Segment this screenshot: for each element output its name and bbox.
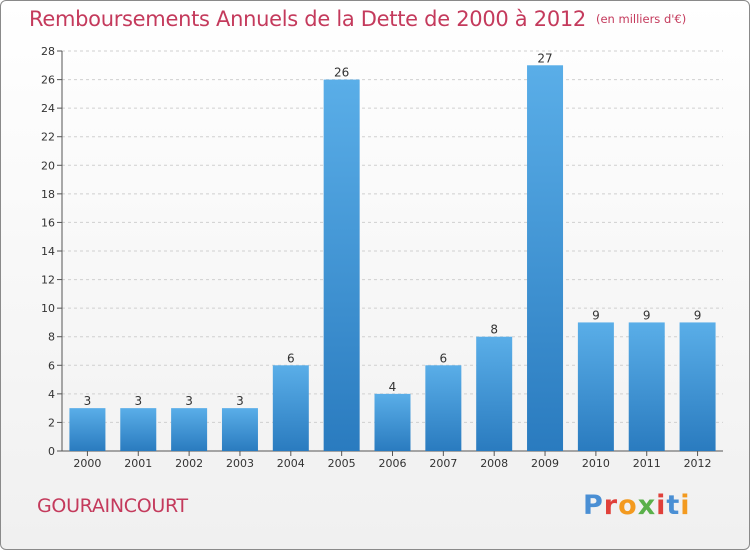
x-tick-label: 2002 (175, 457, 203, 470)
bar-2009 (527, 65, 564, 452)
y-tick-label: 4 (48, 388, 55, 401)
y-tick-label: 14 (41, 245, 55, 258)
chart-unit: (en milliers d'€) (596, 12, 687, 26)
y-tick-label: 18 (41, 188, 55, 201)
y-tick-label: 16 (41, 216, 55, 229)
proxiti-logo: Proxiti (583, 490, 691, 521)
bar-2002 (171, 408, 208, 451)
data-label-2009: 27 (537, 51, 552, 65)
chart-title: Remboursements Annuels de la Dette de 20… (29, 7, 586, 31)
bar-2005 (323, 79, 360, 452)
logo-letter: P (583, 490, 604, 521)
x-tick-label: 2012 (684, 457, 712, 470)
bar-2001 (120, 408, 157, 451)
data-label-2001: 3 (134, 394, 142, 408)
bar-2008 (476, 336, 513, 451)
x-tick-label: 2001 (124, 457, 152, 470)
y-tick-label: 24 (41, 102, 55, 115)
data-label-2004: 6 (287, 351, 295, 365)
data-label-2005: 26 (334, 66, 349, 80)
x-tick-label: 2006 (379, 457, 407, 470)
y-tick-label: 2 (48, 416, 55, 429)
bar-2006 (374, 393, 411, 451)
y-tick-label: 28 (41, 45, 55, 58)
data-label-2003: 3 (236, 394, 244, 408)
x-tick-label: 2005 (328, 457, 356, 470)
data-label-2012: 9 (694, 308, 702, 322)
commune-name: GOURAINCOURT (37, 495, 188, 517)
bar-2003 (221, 408, 258, 451)
logo-letter: t (666, 490, 681, 521)
y-tick-label: 10 (41, 302, 55, 315)
y-tick-label: 0 (48, 445, 55, 458)
x-tick-label: 2009 (531, 457, 559, 470)
y-tick-label: 22 (41, 131, 55, 144)
y-tick-label: 12 (41, 274, 55, 287)
logo-letter: o (618, 490, 638, 521)
data-label-2007: 6 (440, 351, 448, 365)
data-label-2006: 4 (389, 380, 397, 394)
data-label-2011: 9 (643, 308, 651, 322)
x-tick-label: 2010 (582, 457, 610, 470)
x-tick-label: 2004 (277, 457, 305, 470)
bar-2007 (425, 365, 462, 451)
logo-letter: i (656, 490, 667, 521)
data-label-2002: 3 (185, 394, 193, 408)
chart-header: Remboursements Annuels de la Dette de 20… (29, 7, 686, 31)
y-tick-label: 6 (48, 359, 55, 372)
bar-2000 (69, 408, 106, 451)
data-label-2008: 8 (490, 323, 498, 337)
bar-2011 (628, 322, 665, 451)
logo-letter: r (603, 490, 619, 521)
x-tick-label: 2011 (633, 457, 661, 470)
logo-letter: i (680, 490, 691, 521)
y-tick-label: 26 (41, 74, 55, 87)
bar-2010 (577, 322, 614, 451)
logo-letter: x (637, 490, 657, 521)
x-tick-label: 2000 (73, 457, 101, 470)
bar-2004 (272, 365, 309, 451)
data-label-2000: 3 (84, 394, 92, 408)
x-tick-label: 2003 (226, 457, 254, 470)
x-tick-label: 2008 (480, 457, 508, 470)
bars (69, 65, 716, 452)
x-tick-label: 2007 (429, 457, 457, 470)
y-tick-label: 8 (48, 331, 55, 344)
y-tick-label: 20 (41, 159, 55, 172)
data-label-2010: 9 (592, 308, 600, 322)
bar-2012 (679, 322, 716, 451)
